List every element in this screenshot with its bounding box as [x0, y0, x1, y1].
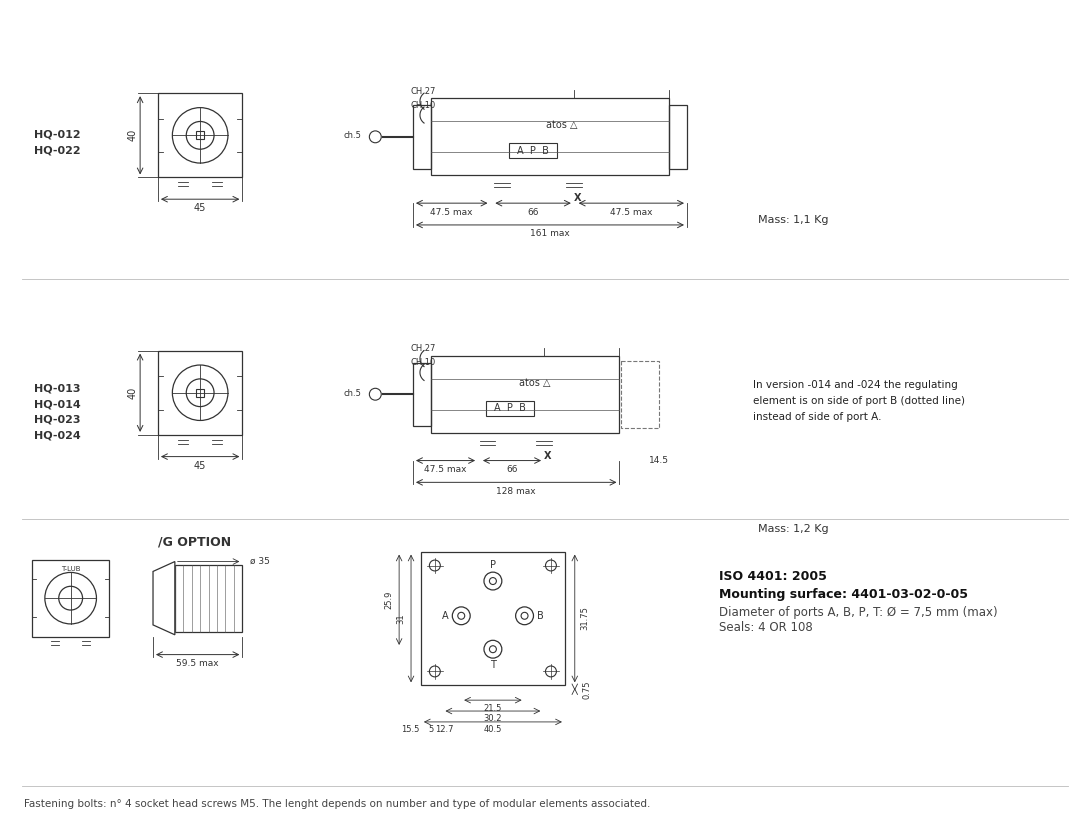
Text: T: T: [490, 660, 496, 670]
Text: T-LUB: T-LUB: [61, 566, 81, 572]
Bar: [196, 389, 204, 397]
Text: X: X: [574, 193, 581, 203]
Text: CH.10: CH.10: [410, 101, 435, 109]
Text: Seals: 4 OR 108: Seals: 4 OR 108: [718, 621, 812, 635]
Text: ch.5: ch.5: [343, 131, 362, 140]
Text: 128 max: 128 max: [496, 487, 536, 495]
Text: 21.5: 21.5: [484, 704, 502, 712]
Bar: [158, 93, 242, 178]
Bar: [32, 560, 109, 637]
Text: 30.2: 30.2: [484, 715, 502, 723]
Text: 31: 31: [397, 613, 405, 624]
Text: CH.27: CH.27: [410, 87, 435, 96]
Text: Diameter of ports A, B, P, T: Ø = 7,5 mm (max): Diameter of ports A, B, P, T: Ø = 7,5 mm…: [718, 605, 997, 619]
Bar: [158, 350, 242, 435]
Text: atos △: atos △: [519, 378, 550, 388]
Bar: [431, 98, 669, 175]
Text: ISO 4401: 2005: ISO 4401: 2005: [718, 570, 826, 583]
Text: ch.5: ch.5: [343, 389, 362, 398]
Text: 47.5 max: 47.5 max: [610, 208, 653, 217]
Text: 40.5: 40.5: [484, 726, 502, 735]
Bar: [196, 132, 204, 139]
Text: Fastening bolts: n° 4 socket head screws M5. The lenght depends on number and ty: Fastening bolts: n° 4 socket head screws…: [24, 799, 651, 809]
Text: X: X: [544, 450, 552, 460]
Text: In version -014 and -024 the regulating: In version -014 and -024 the regulating: [753, 380, 958, 390]
Text: A: A: [443, 610, 449, 620]
Text: 66: 66: [528, 208, 538, 217]
Text: 161 max: 161 max: [530, 229, 570, 239]
Text: 31.75: 31.75: [580, 606, 590, 631]
Bar: [413, 363, 431, 426]
Text: A  P  B: A P B: [494, 403, 526, 413]
Text: HQ-014: HQ-014: [34, 399, 81, 409]
Text: HQ-012: HQ-012: [34, 130, 81, 140]
Text: ø 35: ø 35: [251, 557, 270, 566]
Text: 40: 40: [128, 387, 137, 399]
Text: 12.7: 12.7: [436, 726, 455, 735]
Text: CH.10: CH.10: [410, 358, 435, 367]
Text: Mounting surface: 4401-03-02-0-05: Mounting surface: 4401-03-02-0-05: [718, 588, 968, 600]
Circle shape: [370, 131, 382, 143]
Text: P: P: [489, 560, 496, 570]
Text: B: B: [537, 610, 544, 620]
Text: 0.75: 0.75: [582, 680, 591, 699]
Text: Mass: 1,2 Kg: Mass: 1,2 Kg: [759, 524, 829, 534]
Bar: [509, 143, 557, 158]
Text: 25.9: 25.9: [385, 590, 393, 609]
Text: instead of side of port A.: instead of side of port A.: [753, 412, 882, 422]
Bar: [486, 400, 534, 415]
Text: 40: 40: [128, 129, 137, 142]
Bar: [413, 105, 431, 168]
Text: Mass: 1,1 Kg: Mass: 1,1 Kg: [759, 215, 828, 225]
Text: A  P  B: A P B: [518, 146, 549, 156]
Text: CH.27: CH.27: [410, 344, 435, 353]
Text: HQ-024: HQ-024: [34, 431, 81, 441]
Text: 47.5 max: 47.5 max: [424, 465, 467, 474]
Bar: [431, 355, 619, 433]
Text: 59.5 max: 59.5 max: [177, 659, 219, 668]
Circle shape: [370, 389, 382, 400]
Bar: [174, 565, 242, 632]
Text: 14.5: 14.5: [650, 456, 669, 465]
Bar: [621, 360, 659, 428]
Text: 66: 66: [506, 465, 518, 474]
Text: 47.5 max: 47.5 max: [431, 208, 473, 217]
Text: 45: 45: [194, 460, 206, 470]
Text: 5: 5: [428, 726, 434, 735]
Text: element is on side of port B (dotted line): element is on side of port B (dotted lin…: [753, 396, 966, 406]
Text: atos △: atos △: [546, 120, 578, 130]
Text: HQ-023: HQ-023: [34, 415, 81, 425]
Bar: [421, 551, 565, 686]
Text: /G OPTION: /G OPTION: [158, 535, 231, 548]
Text: 15.5: 15.5: [401, 726, 419, 735]
Text: HQ-013: HQ-013: [34, 384, 81, 394]
Text: HQ-022: HQ-022: [34, 146, 81, 156]
Bar: [669, 105, 687, 168]
Text: 45: 45: [194, 203, 206, 214]
